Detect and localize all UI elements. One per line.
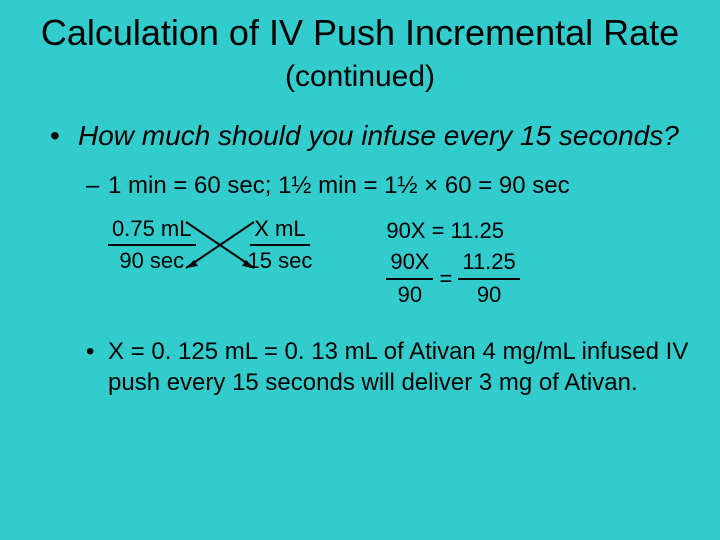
- question-bullet: How much should you infuse every 15 seco…: [50, 119, 690, 153]
- solve-eq2: 90X 90 = 11.25 90: [386, 249, 519, 308]
- sub-bullet-list: 1 min = 60 sec; 1½ min = 1½ × 60 = 90 se…: [30, 170, 690, 201]
- title-sub: (continued): [285, 60, 435, 93]
- solve-eq1: 90X = 11.25: [386, 216, 519, 246]
- solve-right-num: 11.25: [458, 249, 519, 279]
- bullet-list: How much should you infuse every 15 seco…: [30, 119, 690, 153]
- solve-left-num: 90X: [386, 249, 433, 279]
- solve-left-fraction: 90X 90: [386, 249, 433, 308]
- equals-sign: =: [439, 264, 452, 294]
- solve-right-den: 90: [473, 280, 505, 308]
- slide-title: Calculation of IV Push Incremental Rate …: [30, 12, 690, 95]
- solve-right-fraction: 11.25 90: [458, 249, 519, 308]
- solve-left-den: 90: [394, 280, 426, 308]
- conversion-bullet: 1 min = 60 sec; 1½ min = 1½ × 60 = 90 se…: [86, 170, 690, 201]
- answer-bullet: X = 0. 125 mL = 0. 13 mL of Ativan 4 mg/…: [86, 336, 690, 398]
- math-row: 0.75 mL 90 sec X mL 15 sec 90X = 11.25: [30, 216, 690, 308]
- title-main: Calculation of IV Push Incremental Rate: [41, 12, 679, 53]
- answer-list: X = 0. 125 mL = 0. 13 mL of Ativan 4 mg/…: [30, 336, 690, 398]
- proportion-left-den: 90 sec: [115, 246, 188, 274]
- slide: Calculation of IV Push Incremental Rate …: [0, 0, 720, 540]
- solve-block: 90X = 11.25 90X 90 = 11.25 90: [386, 216, 519, 308]
- proportion: 0.75 mL 90 sec X mL 15 sec: [108, 216, 316, 275]
- cross-multiply-icon: [198, 218, 242, 272]
